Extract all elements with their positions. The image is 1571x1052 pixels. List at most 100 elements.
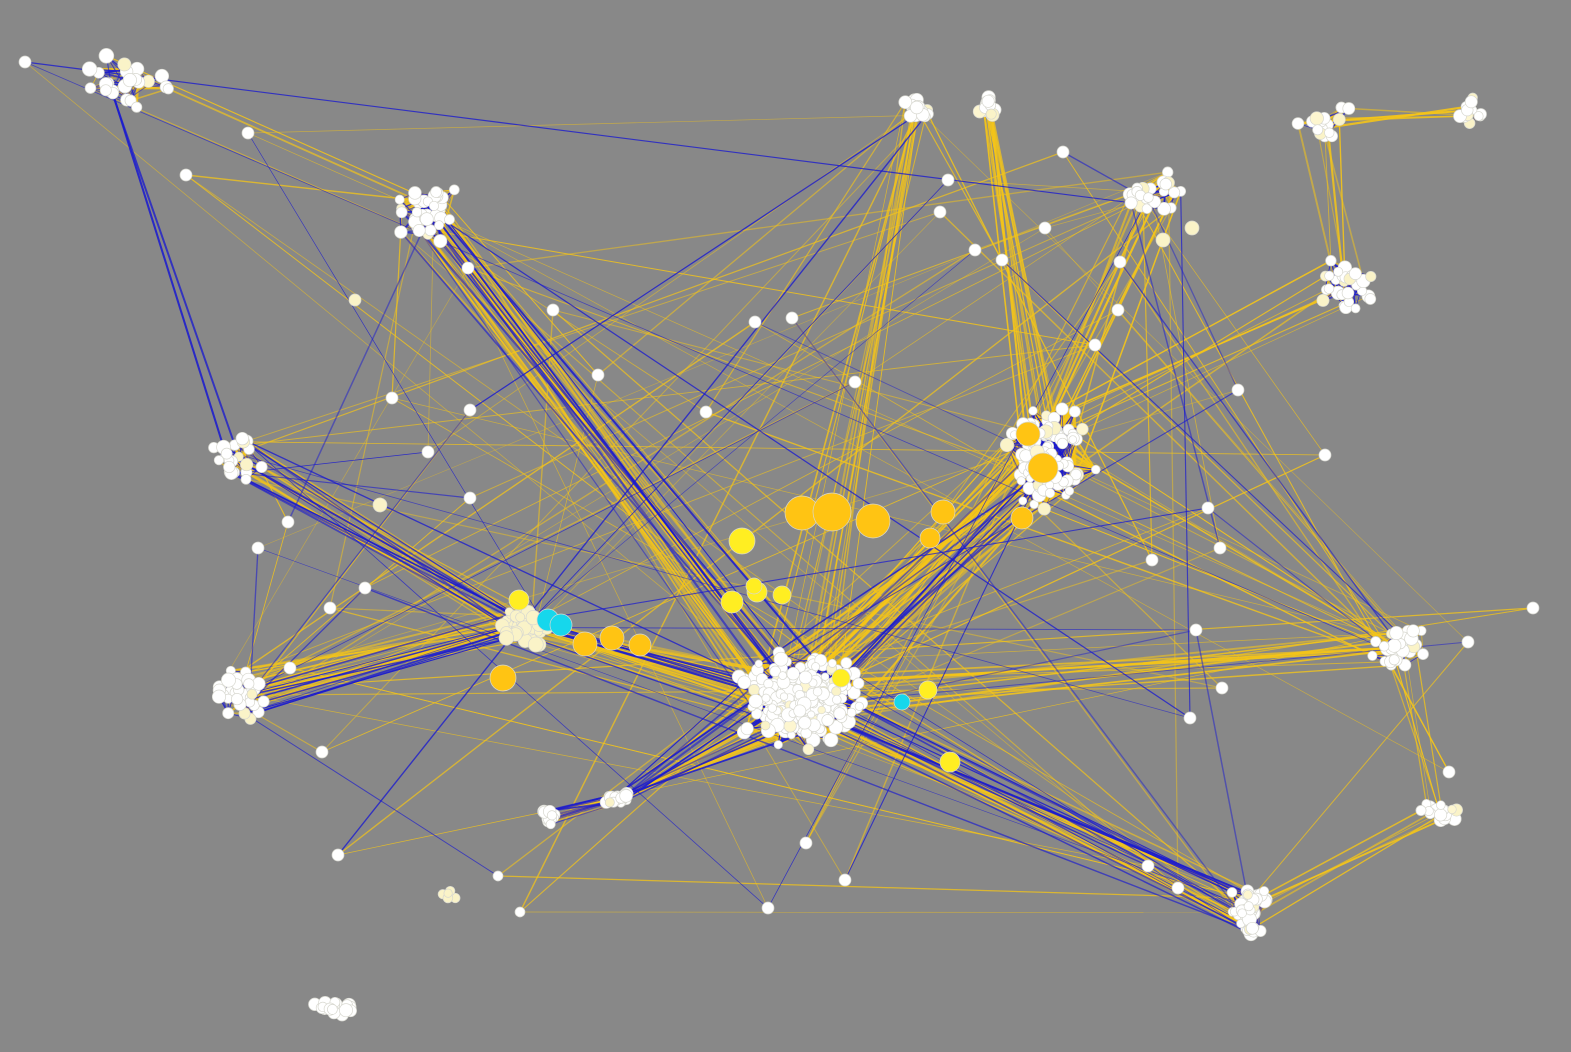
graph-node-peripheral[interactable] — [358, 581, 372, 595]
graph-node[interactable] — [748, 684, 760, 696]
graph-node[interactable] — [1141, 203, 1153, 214]
graph-node[interactable] — [213, 455, 224, 466]
gold-hub-10[interactable] — [489, 664, 517, 692]
graph-node-peripheral[interactable] — [179, 168, 193, 182]
gold-hub-6[interactable] — [1015, 421, 1041, 447]
gold-hub-7[interactable] — [1010, 506, 1034, 530]
graph-node[interactable] — [619, 789, 633, 803]
gold-hub-8[interactable] — [930, 499, 956, 525]
graph-node[interactable] — [981, 94, 995, 108]
graph-node[interactable] — [117, 57, 132, 72]
graph-node[interactable] — [1259, 886, 1270, 897]
graph-node-peripheral[interactable] — [1201, 501, 1215, 515]
graph-node[interactable] — [754, 659, 763, 668]
graph-node-peripheral[interactable] — [1145, 553, 1159, 567]
graph-node[interactable] — [786, 667, 800, 681]
graph-node[interactable] — [763, 678, 774, 689]
graph-node[interactable] — [751, 708, 763, 720]
graph-node[interactable] — [1387, 638, 1402, 653]
graph-node[interactable] — [243, 678, 255, 690]
yellow-node-5[interactable] — [831, 668, 851, 688]
graph-node[interactable] — [1143, 192, 1154, 203]
graph-node[interactable] — [162, 83, 174, 95]
graph-node-peripheral[interactable] — [1183, 711, 1197, 725]
graph-node[interactable] — [1388, 654, 1400, 666]
graph-node[interactable] — [1333, 266, 1344, 277]
cyan-node-2[interactable] — [549, 613, 573, 637]
graph-node[interactable] — [448, 184, 460, 196]
graph-node[interactable] — [778, 671, 788, 680]
graph-node[interactable] — [221, 672, 236, 688]
graph-node[interactable] — [1473, 111, 1484, 122]
graph-node-peripheral[interactable] — [283, 661, 297, 675]
graph-node-peripheral[interactable] — [546, 303, 560, 317]
graph-node[interactable] — [1316, 293, 1330, 307]
graph-node-peripheral[interactable] — [251, 541, 265, 555]
graph-node[interactable] — [779, 692, 789, 701]
graph-node[interactable] — [1378, 641, 1390, 652]
graph-node-peripheral[interactable] — [1231, 383, 1245, 397]
graph-node[interactable] — [408, 186, 422, 200]
graph-node[interactable] — [327, 1004, 338, 1015]
graph-node[interactable] — [395, 206, 408, 219]
graph-node[interactable] — [339, 1003, 353, 1018]
graph-node[interactable] — [807, 710, 816, 719]
graph-node-peripheral[interactable] — [838, 873, 852, 887]
graph-node[interactable] — [1243, 901, 1254, 912]
graph-node[interactable] — [1028, 406, 1038, 416]
graph-node[interactable] — [1044, 488, 1056, 499]
graph-node[interactable] — [1389, 625, 1404, 641]
graph-node[interactable] — [1417, 648, 1429, 660]
graph-node[interactable] — [802, 743, 815, 756]
graph-node[interactable] — [898, 95, 913, 110]
graph-node[interactable] — [798, 670, 813, 685]
graph-node[interactable] — [433, 234, 448, 249]
graph-node[interactable] — [833, 707, 846, 720]
graph-node[interactable] — [1055, 402, 1069, 416]
yellow-node-6[interactable] — [939, 751, 961, 773]
graph-node[interactable] — [748, 693, 763, 709]
graph-node-peripheral[interactable] — [1442, 765, 1456, 779]
graph-node[interactable] — [1159, 178, 1172, 191]
graph-node[interactable] — [793, 704, 807, 718]
graph-node-peripheral[interactable] — [315, 745, 329, 759]
graph-node-peripheral[interactable] — [799, 836, 813, 850]
graph-node[interactable] — [444, 214, 455, 225]
graph-node[interactable] — [430, 186, 442, 198]
yellow-node-4[interactable] — [772, 585, 792, 605]
graph-node[interactable] — [235, 431, 249, 446]
graph-node[interactable] — [1246, 921, 1259, 935]
graph-node-peripheral[interactable] — [748, 315, 762, 329]
graph-node-peripheral[interactable] — [421, 445, 435, 459]
graph-node[interactable] — [257, 695, 270, 708]
graph-node-peripheral[interactable] — [514, 906, 526, 918]
graph-node[interactable] — [527, 636, 544, 653]
graph-node[interactable] — [817, 705, 826, 715]
graph-node[interactable] — [1056, 437, 1069, 450]
graph-node-peripheral[interactable] — [995, 253, 1009, 267]
graph-node[interactable] — [546, 810, 558, 821]
graph-node[interactable] — [1312, 124, 1324, 136]
graph-node[interactable] — [798, 716, 812, 730]
yellow-node-1[interactable] — [508, 589, 530, 611]
graph-node[interactable] — [740, 722, 754, 736]
yellow-node-7[interactable] — [918, 680, 938, 700]
graph-node[interactable] — [1309, 111, 1324, 126]
gold-hub-11[interactable] — [572, 631, 598, 657]
graph-node-peripheral[interactable] — [323, 601, 337, 615]
graph-node-peripheral[interactable] — [1111, 303, 1125, 317]
graph-node[interactable] — [1237, 908, 1247, 918]
graph-node[interactable] — [419, 212, 434, 226]
cyan-node-3[interactable] — [893, 693, 911, 711]
graph-node[interactable] — [211, 689, 227, 704]
graph-node[interactable] — [240, 458, 254, 472]
graph-node[interactable] — [1370, 636, 1382, 648]
graph-node[interactable] — [1064, 486, 1075, 496]
graph-node-peripheral[interactable] — [1461, 635, 1475, 649]
graph-node[interactable] — [1018, 496, 1028, 506]
graph-node[interactable] — [823, 732, 839, 748]
graph-node[interactable] — [761, 693, 771, 703]
graph-node[interactable] — [428, 200, 440, 211]
